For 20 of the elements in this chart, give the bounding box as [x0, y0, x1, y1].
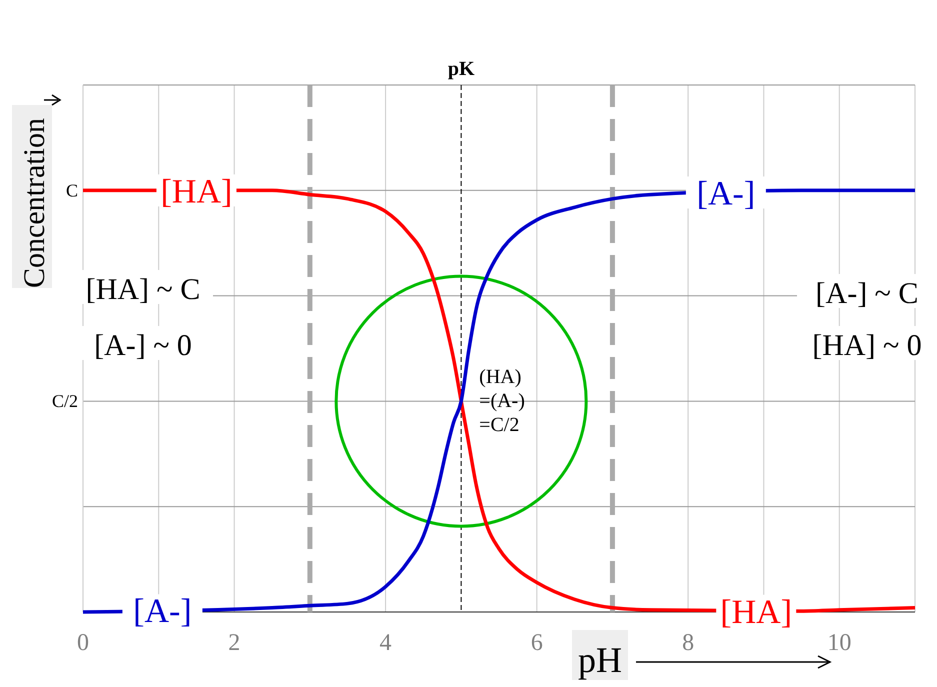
x-tick-label: 8: [682, 630, 694, 656]
ref-line-label: pK: [448, 58, 475, 80]
series-label: [HA]: [720, 594, 792, 631]
annotation: [HA] ~ 0: [812, 329, 922, 362]
x-tick-label: 4: [380, 630, 392, 656]
x-tick-label: 0: [77, 630, 89, 656]
text: [A-]: [696, 176, 756, 213]
x-tick-label: 6: [530, 630, 543, 656]
y-axis-title: Concentration: [18, 118, 51, 288]
x-tick-label: 2: [228, 630, 240, 656]
text: C: [66, 180, 78, 200]
series-label: [A-]: [133, 593, 192, 630]
x-axis-title: pH: [578, 640, 622, 680]
x-tick-label: 10: [827, 630, 852, 656]
annotation: (HA) =(A-) =C/2: [479, 366, 525, 436]
annotation: [A-] ~ C: [816, 277, 918, 310]
text: C/2: [52, 391, 78, 412]
text: [HA]: [160, 173, 232, 210]
annotation: [A-] ~ 0: [94, 329, 192, 362]
annotation: [HA] ~ C: [86, 273, 200, 306]
